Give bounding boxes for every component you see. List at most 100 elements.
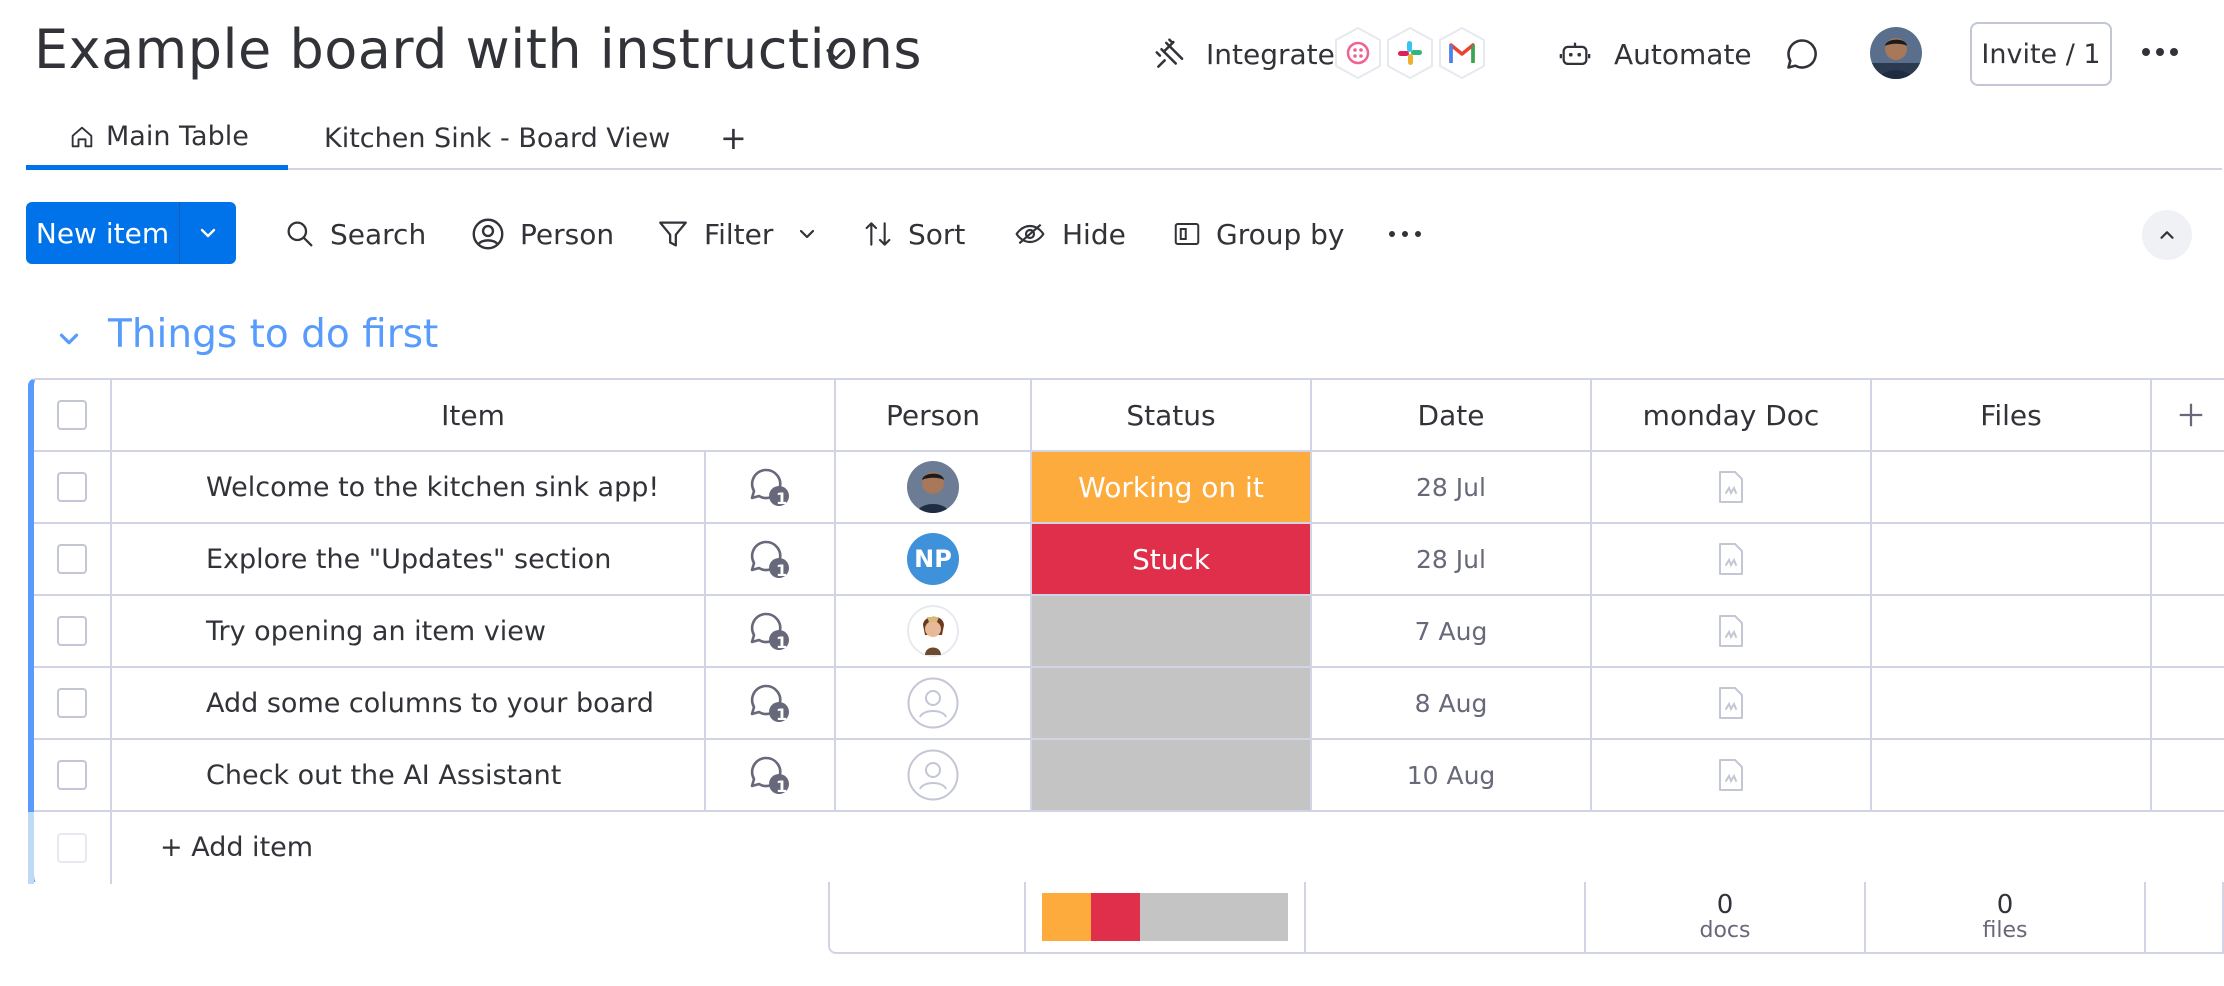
column-header-person[interactable]: Person <box>836 380 1032 450</box>
updates-chat-icon[interactable] <box>1784 36 1820 72</box>
files-count: 0 <box>1996 890 2014 920</box>
status-cell[interactable]: Working on it <box>1032 452 1312 522</box>
person-cell[interactable] <box>836 596 1032 666</box>
person-cell[interactable] <box>836 452 1032 522</box>
status-summary-bar[interactable] <box>1042 893 1288 941</box>
person-cell[interactable] <box>836 740 1032 810</box>
hide-button[interactable]: Hide <box>1012 208 1126 260</box>
column-header-item[interactable]: Item <box>112 380 836 450</box>
row-checkbox[interactable] <box>57 688 87 718</box>
new-item-label[interactable]: New item <box>26 202 180 264</box>
person-cell[interactable]: NP <box>836 524 1032 594</box>
board-title[interactable]: Example board with instructions <box>34 18 922 81</box>
person-filter-button[interactable]: Person <box>470 208 614 260</box>
group-collapse-chevron-icon[interactable] <box>54 324 84 354</box>
row-checkbox[interactable] <box>57 616 87 646</box>
chevron-down-icon[interactable] <box>795 222 819 246</box>
item-name[interactable]: Welcome to the kitchen sink app! <box>112 452 706 522</box>
group-title[interactable]: Things to do first <box>108 312 439 357</box>
row-select-cell <box>34 452 112 522</box>
files-cell[interactable] <box>1872 668 2152 738</box>
search-label: Search <box>330 217 427 251</box>
status-cell[interactable] <box>1032 596 1312 666</box>
chevron-down-icon[interactable] <box>822 40 850 68</box>
status-summary-cell[interactable] <box>1026 882 1306 952</box>
column-header-monday-doc[interactable]: monday Doc <box>1592 380 1872 450</box>
row-checkbox[interactable] <box>57 760 87 790</box>
table-row[interactable]: Try opening an item view 1 7 Aug <box>34 596 2224 668</box>
select-all-checkbox[interactable] <box>57 400 87 430</box>
toolbar-more-icon[interactable] <box>1388 208 1422 260</box>
item-updates-button[interactable]: 1 <box>706 668 836 738</box>
status-summary-segment <box>1140 893 1288 941</box>
date-cell[interactable]: 10 Aug <box>1312 740 1592 810</box>
row-checkbox[interactable] <box>57 472 87 502</box>
add-item-input[interactable]: + Add item <box>160 832 314 863</box>
column-header-files[interactable]: Files <box>1872 380 2152 450</box>
item-name[interactable]: Add some columns to your board <box>112 668 706 738</box>
filter-button[interactable]: Filter <box>656 208 819 260</box>
sort-label: Sort <box>908 217 966 251</box>
invite-button[interactable]: Invite / 1 <box>1970 22 2112 86</box>
new-item-button[interactable]: New item <box>26 202 236 264</box>
updates-count: 1 <box>776 705 788 724</box>
empty-person-icon <box>907 677 959 729</box>
date-cell[interactable]: 7 Aug <box>1312 596 1592 666</box>
more-options-icon[interactable] <box>2140 46 2180 58</box>
item-updates-button[interactable]: 1 <box>706 524 836 594</box>
files-cell[interactable] <box>1872 452 2152 522</box>
row-checkbox[interactable] <box>57 544 87 574</box>
date-cell[interactable]: 28 Jul <box>1312 452 1592 522</box>
tab-kitchen-sink-board-view[interactable]: Kitchen Sink - Board View <box>324 122 671 154</box>
item-name[interactable]: Explore the "Updates" section <box>112 524 706 594</box>
monday-doc-cell[interactable] <box>1592 596 1872 666</box>
status-cell[interactable] <box>1032 668 1312 738</box>
monday-doc-cell[interactable] <box>1592 524 1872 594</box>
collapse-header-button[interactable] <box>2142 210 2192 260</box>
chevron-up-icon <box>2156 224 2178 246</box>
column-header-date[interactable]: Date <box>1312 380 1592 450</box>
add-column-button[interactable] <box>2152 380 2224 450</box>
user-avatar[interactable] <box>1870 27 1922 79</box>
add-item-row[interactable]: + Add item <box>28 812 2224 884</box>
item-name[interactable]: Try opening an item view <box>112 596 706 666</box>
column-header-status[interactable]: Status <box>1032 380 1312 450</box>
item-updates-button[interactable]: 1 <box>706 596 836 666</box>
date-cell[interactable]: 8 Aug <box>1312 668 1592 738</box>
item-updates-button[interactable]: 1 <box>706 740 836 810</box>
person-cell[interactable] <box>836 668 1032 738</box>
status-label <box>1032 668 1310 738</box>
chevron-down-icon[interactable] <box>180 202 236 264</box>
search-button[interactable]: Search <box>284 208 426 260</box>
table-row[interactable]: Add some columns to your board 1 8 Aug <box>34 668 2224 740</box>
files-cell[interactable] <box>1872 596 2152 666</box>
group-by-button[interactable]: Group by <box>1172 208 1345 260</box>
person-avatar <box>907 605 959 657</box>
monday-doc-cell[interactable] <box>1592 452 1872 522</box>
twilio-icon <box>1330 25 1382 81</box>
integration-icons[interactable] <box>1330 25 1486 81</box>
tab-main-table[interactable]: Main Table <box>26 108 288 170</box>
files-cell[interactable] <box>1872 740 2152 810</box>
person-initials-avatar: NP <box>907 533 959 585</box>
automate-button[interactable]: Automate <box>1558 28 1752 80</box>
table-row[interactable]: Welcome to the kitchen sink app! 1 Worki… <box>34 452 2224 524</box>
table-row[interactable]: Explore the "Updates" section 1 NP Stuck… <box>34 524 2224 596</box>
status-cell[interactable]: Stuck <box>1032 524 1312 594</box>
empty-person-icon <box>907 749 959 801</box>
group-summary-row: 0 docs 0 files <box>828 882 2224 954</box>
files-cell[interactable] <box>1872 524 2152 594</box>
item-name[interactable]: Check out the AI Assistant <box>112 740 706 810</box>
monday-doc-cell[interactable] <box>1592 668 1872 738</box>
integrate-button[interactable]: Integrate <box>1152 28 1335 80</box>
item-updates-button[interactable]: 1 <box>706 452 836 522</box>
updates-count: 1 <box>776 777 788 796</box>
table-row[interactable]: Check out the AI Assistant 1 10 Aug <box>34 740 2224 812</box>
sort-button[interactable]: Sort <box>862 208 965 260</box>
add-view-button[interactable]: + <box>720 119 747 157</box>
date-cell[interactable]: 28 Jul <box>1312 524 1592 594</box>
status-cell[interactable] <box>1032 740 1312 810</box>
home-icon <box>68 123 96 151</box>
docs-label: docs <box>1699 918 1751 943</box>
monday-doc-cell[interactable] <box>1592 740 1872 810</box>
